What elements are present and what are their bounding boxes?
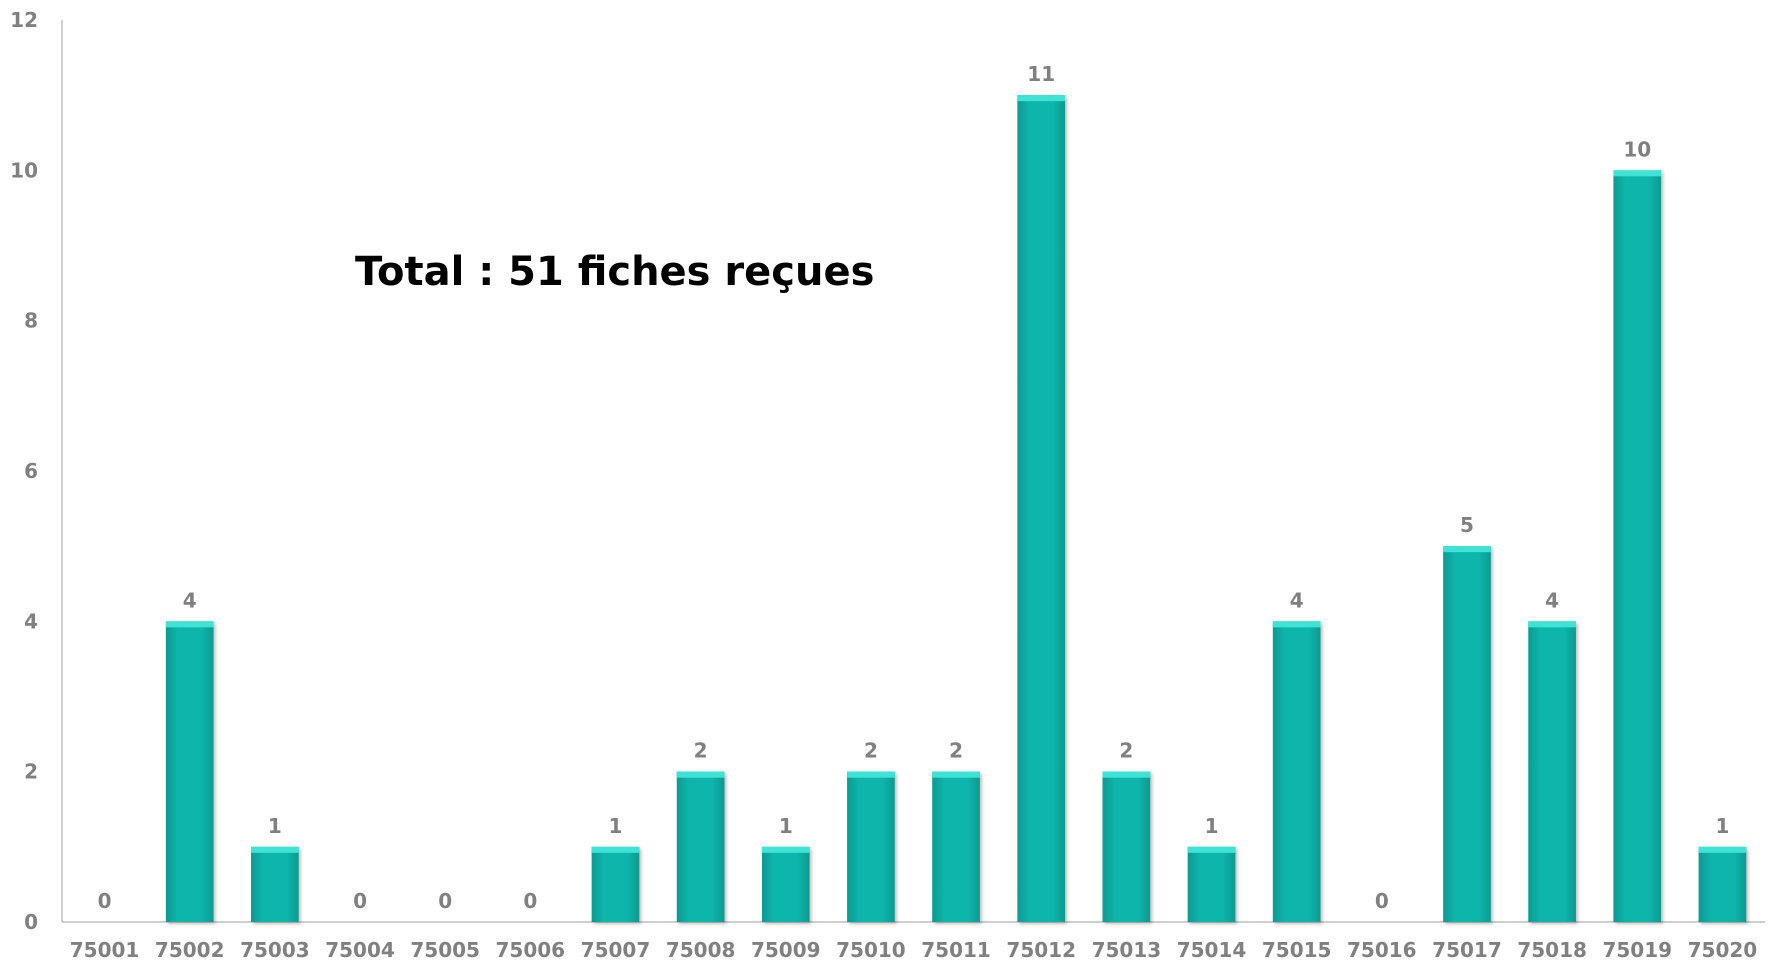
bar (591, 846, 640, 922)
bar-top-highlight (1698, 846, 1747, 853)
y-tick-label: 2 (24, 760, 38, 784)
bar-top-highlight (1102, 771, 1151, 778)
bar (1102, 771, 1151, 922)
bar-top-highlight (761, 846, 810, 853)
data-label: 4 (1545, 588, 1559, 612)
bar (1017, 95, 1066, 922)
bar-top-highlight (591, 846, 640, 853)
data-label: 1 (779, 814, 793, 838)
data-label: 1 (1715, 814, 1729, 838)
data-label: 1 (609, 814, 623, 838)
x-tick-label: 75012 (1006, 938, 1076, 962)
x-tick-label: 75018 (1517, 938, 1587, 962)
x-tick-label: 75013 (1092, 938, 1162, 962)
x-tick-label: 75005 (410, 938, 480, 962)
bar (761, 846, 810, 922)
bar-top-highlight (932, 771, 980, 778)
bar-top-highlight (1017, 95, 1066, 102)
bar (1613, 170, 1662, 923)
data-label: 0 (353, 889, 367, 913)
data-label: 2 (694, 739, 708, 763)
y-tick-label: 6 (24, 459, 38, 483)
x-tick-label: 75004 (325, 938, 395, 962)
x-tick-label: 75019 (1602, 938, 1672, 962)
x-tick-label: 75007 (581, 938, 651, 962)
data-label: 2 (949, 739, 963, 763)
data-label: 5 (1460, 513, 1474, 537)
data-label: 4 (1290, 588, 1304, 612)
data-label: 0 (98, 889, 112, 913)
x-tick-label: 75009 (751, 938, 821, 962)
x-tick-label: 75002 (155, 938, 225, 962)
x-tick-label: 75015 (1262, 938, 1332, 962)
y-tick-label: 8 (24, 309, 38, 333)
bar (1272, 621, 1321, 922)
bar (165, 621, 214, 922)
x-tick-label: 75011 (921, 938, 991, 962)
data-label: 0 (438, 889, 452, 913)
bar-top-highlight (676, 771, 725, 778)
y-tick-label: 10 (10, 158, 38, 182)
bar-top-highlight (1443, 546, 1491, 553)
x-tick-label: 75008 (666, 938, 736, 962)
bar (676, 771, 725, 922)
bar-top-highlight (847, 771, 895, 778)
bar-top-highlight (1272, 621, 1321, 628)
bar (251, 846, 299, 922)
bar-top-highlight (251, 846, 299, 853)
bar (1528, 621, 1576, 922)
x-tick-label: 75014 (1177, 938, 1247, 962)
x-tick-label: 75006 (496, 938, 566, 962)
data-label: 2 (864, 739, 878, 763)
bar-top-highlight (1528, 621, 1576, 628)
bar (932, 771, 980, 922)
y-tick-label: 0 (24, 910, 38, 934)
bar (847, 771, 895, 922)
x-tick-label: 75010 (836, 938, 906, 962)
chart-annotation: Total : 51 fiches reçues (355, 249, 874, 295)
data-label: 4 (183, 588, 197, 612)
y-axis-ticks: 0 2 4 6 8 10 12 (10, 8, 38, 934)
y-tick-label: 12 (10, 8, 38, 32)
bar-top-highlight (165, 621, 214, 628)
y-tick-label: 4 (24, 609, 38, 633)
x-tick-label: 75016 (1347, 938, 1417, 962)
x-tick-label: 75020 (1688, 938, 1758, 962)
data-label: 11 (1027, 62, 1055, 86)
data-label: 0 (1375, 889, 1389, 913)
x-tick-label: 75017 (1432, 938, 1502, 962)
data-label: 1 (268, 814, 282, 838)
bar (1443, 546, 1491, 922)
data-label: 1 (1205, 814, 1219, 838)
x-axis-ticks: 75001 75002 75003 75004 75005 75006 75007 75008… (70, 938, 1757, 962)
data-label: 2 (1119, 739, 1133, 763)
x-tick-label: 75001 (70, 938, 140, 962)
x-tick-label: 75003 (240, 938, 310, 962)
bar-top-highlight (1613, 170, 1662, 177)
data-label: 10 (1623, 137, 1651, 161)
data-label: 0 (523, 889, 537, 913)
bars (165, 95, 1747, 923)
bar (1698, 846, 1747, 922)
bar (1187, 846, 1236, 922)
bar-top-highlight (1187, 846, 1236, 853)
